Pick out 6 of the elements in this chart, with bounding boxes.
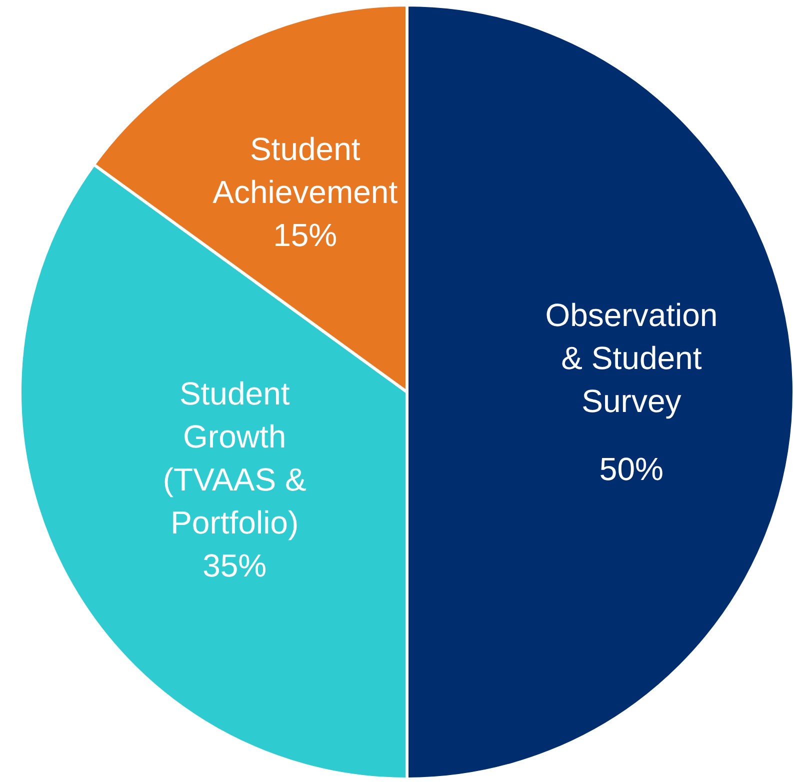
data-label: 35% <box>202 548 267 584</box>
data-label: 15% <box>273 216 338 253</box>
slice-label: Student Achievement <box>212 130 398 210</box>
slice-label: Observation & Student Survey <box>545 296 718 419</box>
slice-label: Student Growth (TVAAS & Portfolio) <box>162 376 306 541</box>
data-label: 50% <box>599 450 664 487</box>
